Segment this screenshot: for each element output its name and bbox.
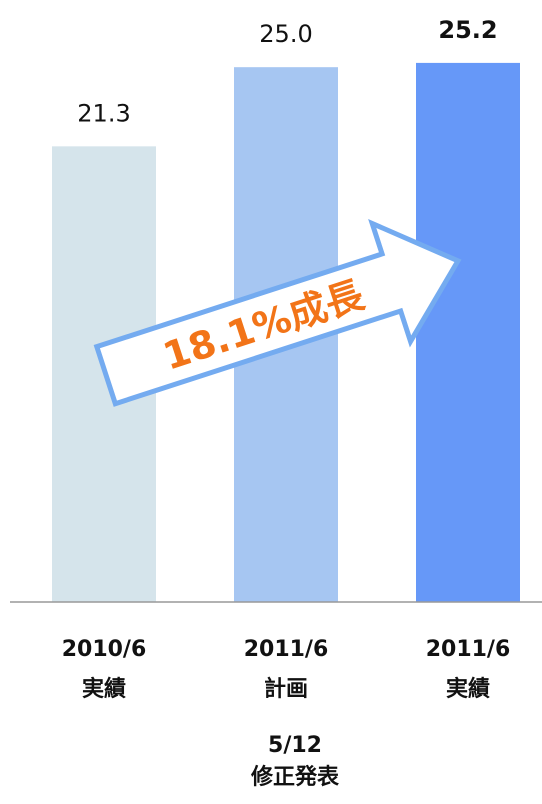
bar [416,62,520,602]
x-tick-label: 2011/6 [426,637,511,662]
annotation-line: 修正発表 [250,764,340,790]
x-tick-label: 2011/6 [244,637,329,662]
value-label: 21.3 [77,99,130,127]
x-tick-label: 実績 [82,676,126,702]
annotation-line: 5/12 [268,733,322,758]
arrow-shape [93,218,462,407]
x-tick-label: 2010/6 [62,637,147,662]
x-tick-label: 実績 [446,676,490,702]
value-label: 25.2 [438,16,497,44]
value-label: 25.0 [259,20,312,48]
x-tick-label: 計画 [264,676,308,702]
